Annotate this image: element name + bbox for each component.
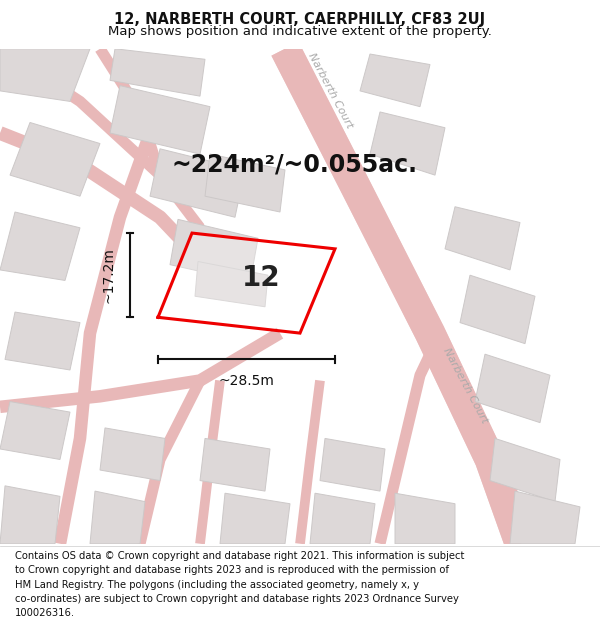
Polygon shape (100, 428, 165, 481)
Polygon shape (5, 312, 80, 370)
Polygon shape (110, 86, 210, 154)
Polygon shape (195, 261, 268, 307)
Polygon shape (10, 122, 100, 196)
Text: 12, NARBERTH COURT, CAERPHILLY, CF83 2UJ: 12, NARBERTH COURT, CAERPHILLY, CF83 2UJ (115, 12, 485, 27)
Polygon shape (445, 207, 520, 270)
Text: Map shows position and indicative extent of the property.: Map shows position and indicative extent… (108, 25, 492, 38)
Text: ~28.5m: ~28.5m (218, 374, 274, 388)
Polygon shape (460, 275, 535, 344)
Text: Narberth Court: Narberth Court (306, 51, 354, 130)
Polygon shape (0, 402, 70, 459)
Polygon shape (475, 354, 550, 422)
Polygon shape (200, 438, 270, 491)
Text: Contains OS data © Crown copyright and database right 2021. This information is : Contains OS data © Crown copyright and d… (15, 551, 464, 561)
Polygon shape (90, 491, 145, 544)
Polygon shape (150, 149, 245, 218)
Polygon shape (490, 438, 560, 502)
Polygon shape (170, 219, 258, 282)
Polygon shape (110, 49, 205, 96)
Text: ~224m²/~0.055ac.: ~224m²/~0.055ac. (172, 152, 418, 177)
Polygon shape (220, 493, 290, 544)
Text: ~17.2m: ~17.2m (101, 248, 115, 303)
Polygon shape (0, 212, 80, 281)
Polygon shape (360, 54, 430, 107)
Polygon shape (395, 493, 455, 544)
Polygon shape (205, 154, 285, 212)
Polygon shape (320, 438, 385, 491)
Text: Narberth Court: Narberth Court (441, 346, 489, 425)
Polygon shape (310, 493, 375, 544)
Polygon shape (0, 486, 60, 544)
Text: 12: 12 (242, 264, 281, 292)
Text: to Crown copyright and database rights 2023 and is reproduced with the permissio: to Crown copyright and database rights 2… (15, 565, 449, 575)
Polygon shape (510, 491, 580, 544)
Text: 100026316.: 100026316. (15, 608, 75, 618)
Text: HM Land Registry. The polygons (including the associated geometry, namely x, y: HM Land Registry. The polygons (includin… (15, 579, 419, 589)
Polygon shape (370, 112, 445, 175)
Text: co-ordinates) are subject to Crown copyright and database rights 2023 Ordnance S: co-ordinates) are subject to Crown copyr… (15, 594, 459, 604)
Polygon shape (0, 49, 90, 101)
Polygon shape (158, 233, 335, 333)
